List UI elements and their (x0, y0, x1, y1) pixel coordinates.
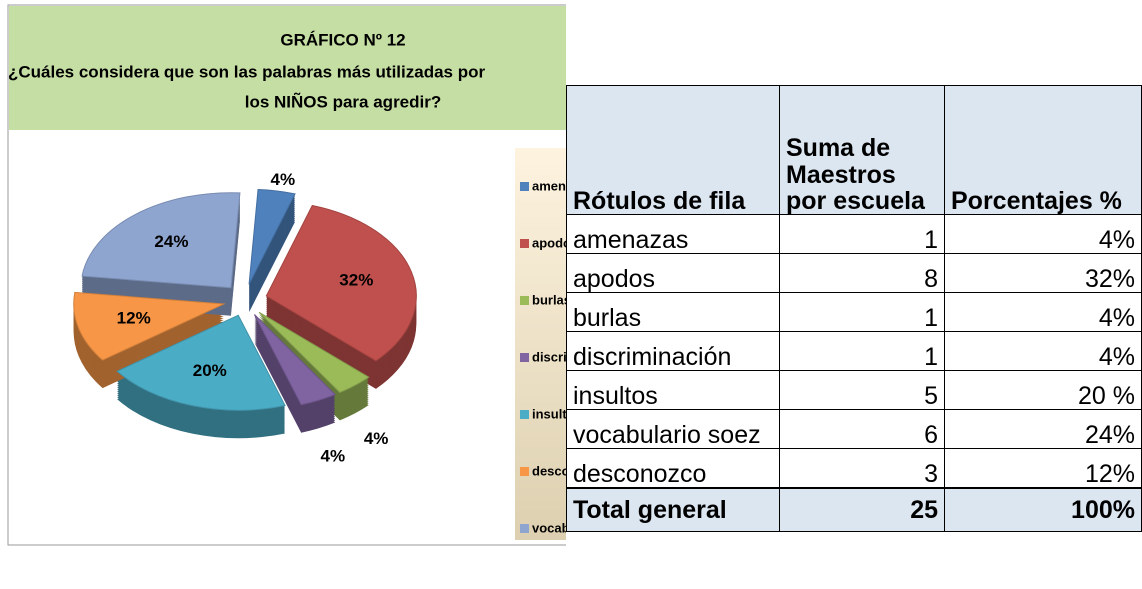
table-cell: 20 % (944, 370, 1142, 410)
table-cell: 12% (944, 448, 1142, 489)
legend-label: apodos (532, 235, 566, 250)
legend-swatch (520, 410, 529, 419)
table-row: burlas 1 4% (566, 292, 1142, 332)
table-cell: 1 (779, 292, 945, 332)
slice (265, 204, 417, 362)
header-cell: Rótulos de fila (566, 85, 780, 215)
slice (253, 314, 337, 406)
table-row: apodos 8 32% (566, 253, 1142, 293)
table-row: desconozco 3 12% (566, 448, 1142, 489)
slice (81, 192, 241, 289)
legend-label: amenazas (532, 178, 566, 193)
table-cell: 3 (779, 448, 945, 489)
data-label: 32% (339, 271, 373, 290)
header-cell: Suma de Maestros por escuela (779, 85, 945, 215)
data-label: 20% (193, 361, 227, 380)
total-row: Total general 25 100% (566, 487, 1142, 532)
data-label: 4% (271, 170, 296, 189)
table-cell: vocabulario soez (566, 409, 780, 449)
data-label: 12% (117, 308, 151, 327)
table-cell: burlas (566, 292, 780, 332)
table-cell: apodos (566, 253, 780, 293)
legend-swatch (520, 467, 529, 476)
data-label: 4% (321, 447, 346, 466)
header-row: Rótulos de fila Suma de Maestros por esc… (566, 85, 1142, 215)
table-row: amenazas 1 4% (566, 214, 1142, 254)
table-row: vocabulario soez 6 24% (566, 409, 1142, 449)
total-cell: 25 (779, 487, 945, 532)
legend-label: desconozco (532, 463, 566, 478)
legend-swatch (520, 353, 529, 362)
total-cell: Total general (566, 487, 780, 532)
header-cell: Porcentajes % (944, 85, 1142, 215)
slice (258, 311, 370, 393)
legend-swatch (520, 182, 529, 191)
legend-label: discriminación (532, 349, 566, 364)
slice (73, 291, 226, 361)
table-cell: 1 (779, 331, 945, 371)
table-cell: 24% (944, 409, 1142, 449)
total-cell: 100% (944, 487, 1142, 532)
table-row: discriminación 1 4% (566, 331, 1142, 371)
table-cell: 5 (779, 370, 945, 410)
table-cell: 6 (779, 409, 945, 449)
chart-subtitle: ¿Cuáles considera que son las palabras m… (8, 62, 485, 81)
table-cell: 4% (944, 331, 1142, 371)
slice (248, 188, 296, 285)
table-cell: desconozco (566, 448, 780, 489)
legend-swatch (520, 296, 529, 305)
table-cell: 32% (944, 253, 1142, 293)
data-label: 4% (364, 429, 389, 448)
chart: GRÁFICO Nº 12 ¿Cuáles considera que son … (7, 4, 566, 546)
table-row: insultos 5 20 % (566, 370, 1142, 410)
table-cell: 8 (779, 253, 945, 293)
table-cell: amenazas (566, 214, 780, 254)
table-cell: discriminación (566, 331, 780, 371)
legend-box (515, 148, 566, 540)
legend: amenazas apodos burlas discriminación insult… (520, 178, 566, 535)
slice (116, 314, 286, 411)
table-cell: 4% (944, 214, 1142, 254)
legend-label: burlas (532, 292, 566, 307)
chart-title: GRÁFICO Nº 12 (280, 30, 405, 49)
table-cell: 1 (779, 214, 945, 254)
chart-subtitle: los NIÑOS para agredir? (245, 91, 442, 111)
data-label: 24% (154, 232, 188, 251)
legend-label: vocabulario soez (532, 520, 566, 535)
legend-swatch (520, 524, 529, 533)
table-body: amenazas 1 4% apodos 8 32% burlas 1 4% discrimina… (566, 214, 1142, 489)
table-cell: 4% (944, 292, 1142, 332)
legend-label: insultos (532, 406, 566, 421)
data-table: Rótulos de fila Suma de Maestros por esc… (566, 85, 1142, 532)
pie: 4% 32% 4% 4% 20% 12% 24% (73, 170, 417, 466)
table-cell: insultos (566, 370, 780, 410)
title-band (9, 6, 566, 130)
legend-swatch (520, 239, 529, 248)
